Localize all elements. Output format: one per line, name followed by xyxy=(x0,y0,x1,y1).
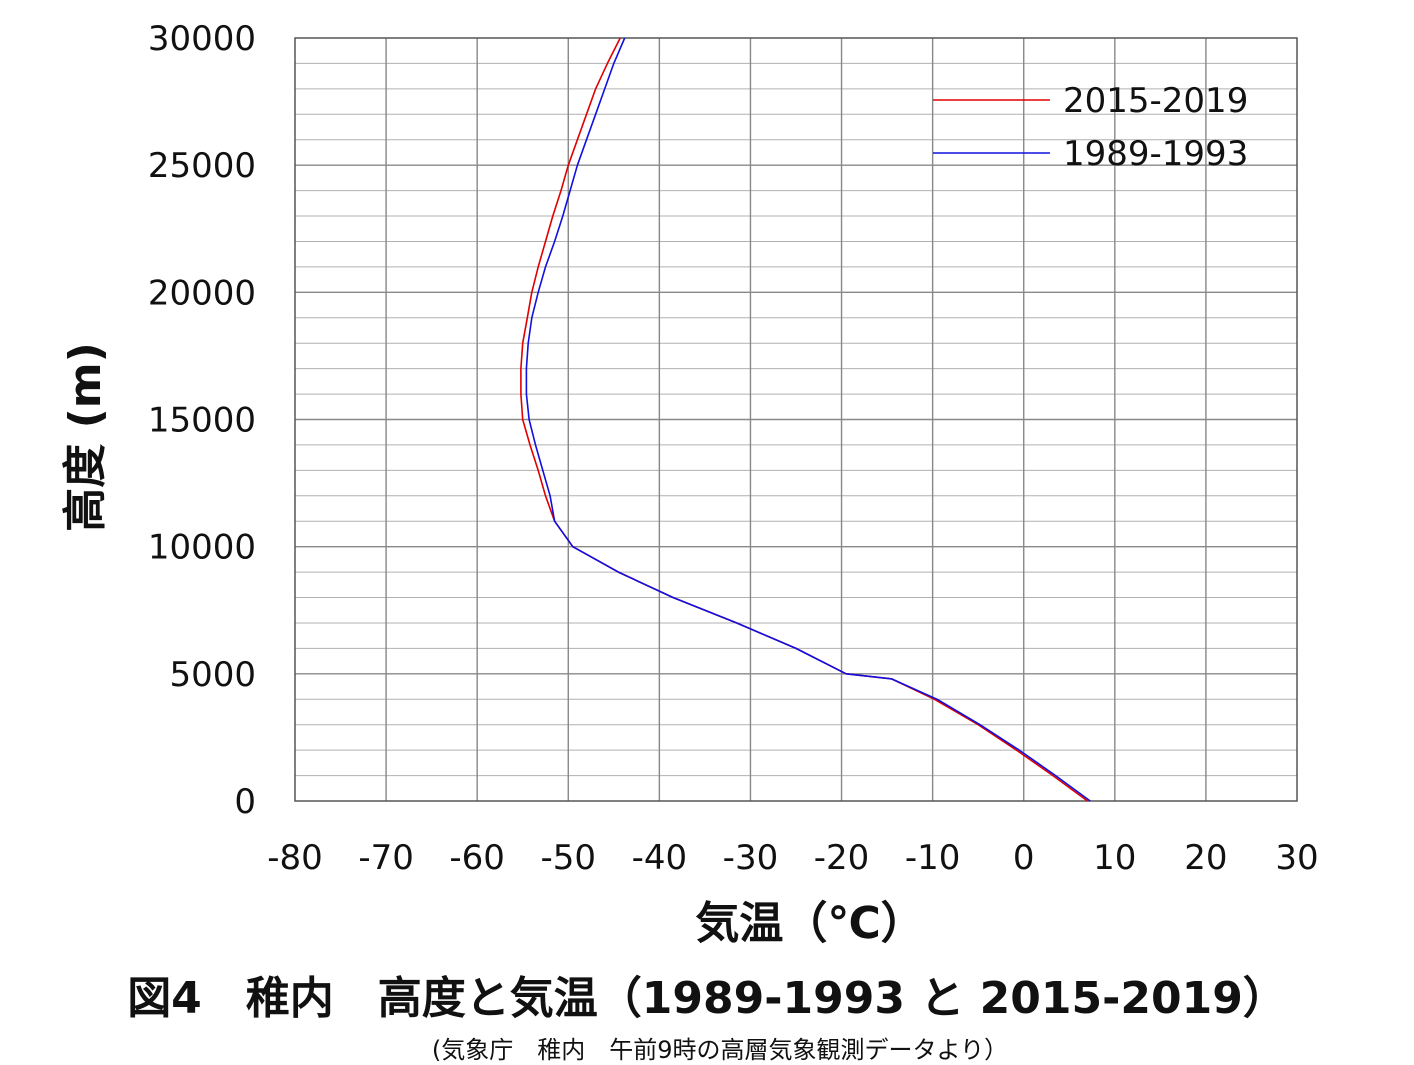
x-axis-title: 気温（℃） xyxy=(695,898,924,949)
y-axis-title: 高度 (m) xyxy=(60,342,111,531)
x-tick-labels: -80 -70 -60 -50 -40 -30 -20 -10 0 10 20 30 xyxy=(267,838,1318,878)
legend: 2015-2019 1989-1993 xyxy=(933,81,1248,174)
y-tick-label: 30000 xyxy=(148,19,256,59)
legend-label-2015-2019: 2015-2019 xyxy=(1063,81,1248,121)
y-tick-label: 15000 xyxy=(148,401,256,441)
y-tick-label: 0 xyxy=(234,782,256,822)
x-tick-label: 0 xyxy=(1013,838,1035,878)
x-tick-label: 20 xyxy=(1184,838,1227,878)
x-tick-label: 30 xyxy=(1275,838,1318,878)
x-tick-label: -10 xyxy=(905,838,961,878)
x-tick-label: -60 xyxy=(449,838,505,878)
figure-source-note: (気象庁 稚内 午前9時の高層気象観測データより） xyxy=(431,1036,1009,1064)
plot-frame xyxy=(294,37,1298,802)
y-tick-label: 25000 xyxy=(148,146,256,186)
x-tick-label: -50 xyxy=(540,838,596,878)
x-tick-label: 10 xyxy=(1093,838,1136,878)
x-tick-label: -70 xyxy=(358,838,414,878)
figure-title: 図4 稚内 高度と気温（1989-1993 と 2015-2019） xyxy=(127,973,1287,1024)
y-tick-labels: 0 5000 10000 15000 20000 25000 30000 xyxy=(148,19,256,822)
x-tick-label: -20 xyxy=(814,838,870,878)
y-tick-label: 5000 xyxy=(169,655,256,695)
x-tick-label: -40 xyxy=(632,838,688,878)
temperature-altitude-chart: -80 -70 -60 -50 -40 -30 -20 -10 0 10 20 30 0 5000 100… xyxy=(60,19,1319,949)
x-tick-label: -30 xyxy=(723,838,779,878)
grid-lines xyxy=(295,38,1297,801)
x-tick-label: -80 xyxy=(267,838,323,878)
series-line-1989-1993 xyxy=(525,37,1091,802)
legend-label-1989-1993: 1989-1993 xyxy=(1063,134,1248,174)
series-lines xyxy=(520,37,1091,802)
y-tick-label: 10000 xyxy=(148,528,256,568)
y-tick-label: 20000 xyxy=(148,273,256,313)
